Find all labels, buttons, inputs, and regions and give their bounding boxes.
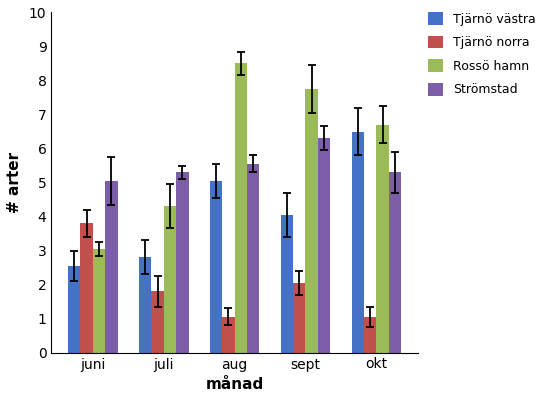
Bar bbox=[139, 257, 151, 353]
Bar bbox=[281, 215, 293, 353]
Bar bbox=[164, 206, 176, 353]
Bar bbox=[68, 266, 80, 353]
Bar bbox=[318, 138, 330, 353]
Legend: Tjärnö västra, Tjärnö norra, Rossö hamn, Strömstad: Tjärnö västra, Tjärnö norra, Rossö hamn,… bbox=[428, 12, 535, 97]
Bar bbox=[364, 317, 376, 353]
Bar bbox=[210, 181, 222, 353]
Bar bbox=[93, 249, 105, 353]
Bar bbox=[376, 125, 389, 353]
Bar bbox=[293, 283, 306, 353]
Bar bbox=[105, 181, 118, 353]
Y-axis label: # arter: # arter bbox=[7, 152, 22, 213]
Bar bbox=[222, 317, 235, 353]
Bar bbox=[247, 164, 260, 353]
Bar bbox=[351, 132, 364, 353]
Bar bbox=[389, 172, 401, 353]
Bar bbox=[176, 172, 188, 353]
Bar bbox=[306, 89, 318, 353]
Bar bbox=[80, 223, 93, 353]
Bar bbox=[235, 63, 247, 353]
X-axis label: månad: månad bbox=[205, 377, 264, 392]
Bar bbox=[151, 291, 164, 353]
